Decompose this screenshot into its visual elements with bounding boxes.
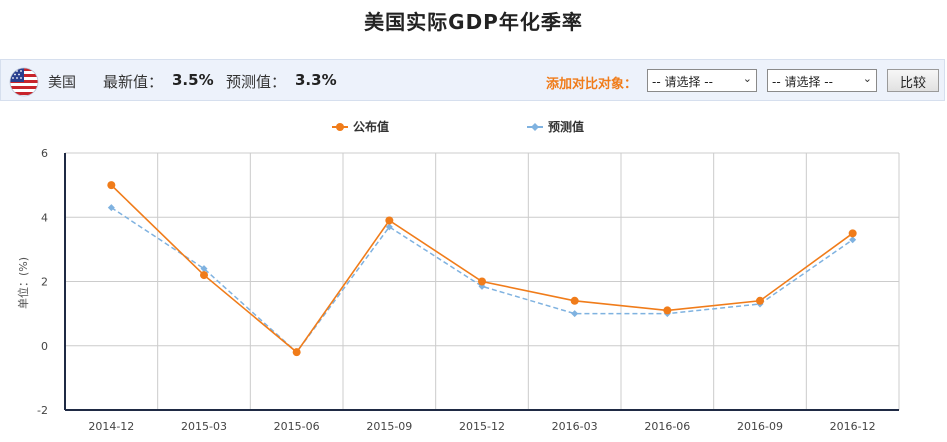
- x-tick-label: 2015-06: [274, 420, 320, 433]
- x-tick-label: 2016-12: [830, 420, 876, 433]
- data-point: [107, 181, 116, 190]
- y-tick-label: 0: [41, 340, 48, 353]
- latest-value-label: 最新值：: [103, 73, 164, 91]
- chart-axes: 6 4 2 0 -2 2014-12 2015-03 2015-06 2015-09 2015-1…: [37, 147, 899, 433]
- data-point: [200, 271, 208, 280]
- add-compare-label: 添加对比对象：: [546, 77, 638, 92]
- compare-select-1-value: -- 请选择 --: [652, 75, 713, 89]
- x-tick-label: 2015-09: [366, 420, 412, 433]
- x-tick-label: 2016-03: [552, 420, 598, 433]
- chevron-down-icon: ⌄: [862, 72, 872, 85]
- y-tick-label: 2: [41, 276, 48, 289]
- x-tick-label: 2015-03: [181, 420, 227, 433]
- compare-select-2[interactable]: -- 请选择 -- ⌄: [767, 69, 877, 92]
- forecast-value-label: 预测值：: [226, 73, 287, 91]
- forecast-value: 3.3%: [295, 71, 337, 89]
- chart-legend: 公布值 预测值: [332, 119, 584, 134]
- x-tick-label: 2015-12: [459, 420, 505, 433]
- data-point: [663, 306, 672, 315]
- y-tick-label: 4: [41, 211, 48, 224]
- data-point: [756, 296, 764, 305]
- data-point: [848, 229, 857, 238]
- data-point: [849, 236, 857, 244]
- data-point: [570, 296, 579, 305]
- legend-marker: [531, 123, 539, 131]
- data-point: [385, 223, 393, 231]
- data-point: [200, 265, 208, 273]
- y-axis-label: 单位：(%): [16, 257, 30, 309]
- compare-select-1[interactable]: -- 请选择 -- ⌄: [647, 69, 757, 92]
- chart-series: [107, 181, 857, 357]
- compare-button[interactable]: 比较: [887, 69, 939, 92]
- chevron-down-icon: ⌄: [742, 72, 752, 85]
- legend-marker: [336, 123, 344, 131]
- page-title: 美国实际GDP年化季率: [364, 10, 583, 34]
- legend-label: 公布值: [353, 119, 389, 134]
- gdp-line-chart: 公布值 预测值 6 4 2 0 -2 2014-12 2015-03 2015-06 2015-0…: [16, 119, 900, 433]
- x-tick-label: 2016-06: [644, 420, 690, 433]
- data-point: [385, 216, 394, 225]
- us-flag-icon: [9, 67, 39, 97]
- info-bar: 美国 最新值： 3.5% 预测值： 3.3% 添加对比对象： -- 请选择 --…: [0, 59, 945, 101]
- data-point: [478, 277, 486, 286]
- chart-grid: [65, 152, 900, 410]
- latest-value: 3.5%: [172, 71, 214, 89]
- x-tick-label: 2014-12: [88, 420, 134, 433]
- y-tick-label: 6: [41, 147, 48, 160]
- data-point: [571, 310, 579, 318]
- data-point: [292, 348, 301, 357]
- series-line: [110, 206, 854, 354]
- legend-label: 预测值: [548, 119, 584, 134]
- y-tick-label: -2: [37, 404, 48, 417]
- series-line: [110, 184, 854, 354]
- country-name: 美国: [48, 75, 76, 91]
- x-tick-label: 2016-09: [737, 420, 783, 433]
- data-point: [107, 204, 115, 212]
- compare-select-2-value: -- 请选择 --: [772, 75, 833, 89]
